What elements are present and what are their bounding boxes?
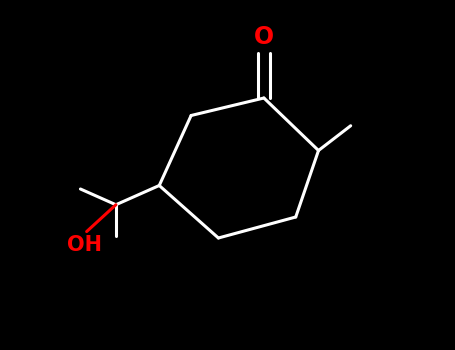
- Text: OH: OH: [67, 235, 102, 255]
- Text: O: O: [254, 25, 274, 49]
